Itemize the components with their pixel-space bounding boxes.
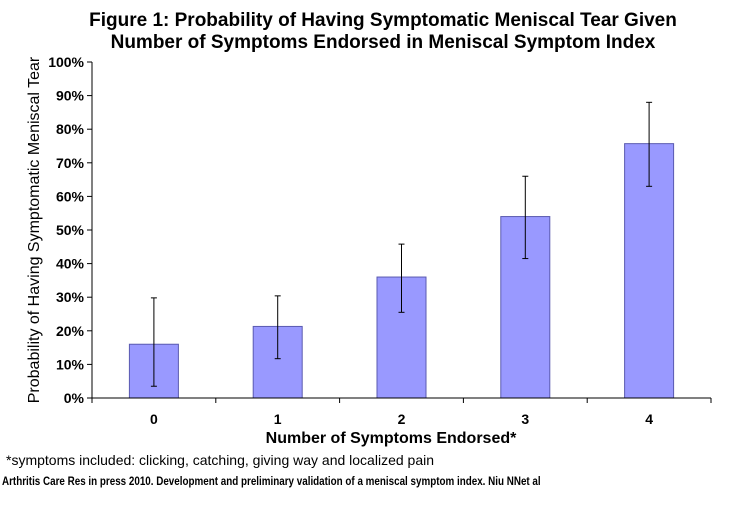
y-axis-label: Probability of Having Symptomatic Menisc… (26, 56, 43, 403)
error-bars-layer (150, 101, 653, 387)
y-tick-label-60pct: 60% (56, 188, 85, 204)
y-tick-label-10pct: 10% (56, 356, 85, 372)
x-tick-label-0: 0 (150, 411, 158, 427)
axes-layer (87, 61, 712, 403)
x-tick-label-4: 4 (645, 411, 653, 427)
y-tick-label-40pct: 40% (56, 256, 85, 272)
y-tick-label-50pct: 50% (56, 222, 85, 238)
citation: Arthritis Care Res in press 2010. Develo… (2, 474, 541, 488)
x-tick-label-3: 3 (521, 411, 529, 427)
x-axis-label: Number of Symptoms Endorsed* (266, 430, 517, 447)
y-tick-label-100pct: 100% (48, 54, 84, 70)
ticks-layer: 0 1 2 3 40%10%20%30%40%50%60%70%80%90%100% (48, 54, 653, 427)
y-tick-label-90pct: 90% (56, 88, 85, 104)
y-tick-label-0pct: 0% (64, 390, 85, 406)
y-tick-label-30pct: 30% (56, 289, 85, 305)
footnote: *symptoms included: clicking, catching, … (6, 452, 434, 468)
y-tick-label-20pct: 20% (56, 323, 85, 339)
chart-title-line-1: Figure 1: Probability of Having Symptoma… (89, 10, 677, 31)
y-tick-label-80pct: 80% (56, 121, 85, 137)
x-tick-label-1: 1 (274, 411, 282, 427)
x-tick-label-2: 2 (398, 411, 406, 427)
y-tick-label-70pct: 70% (56, 155, 85, 171)
chart-title-line-2: Number of Symptoms Endorsed in Meniscal … (111, 32, 656, 53)
